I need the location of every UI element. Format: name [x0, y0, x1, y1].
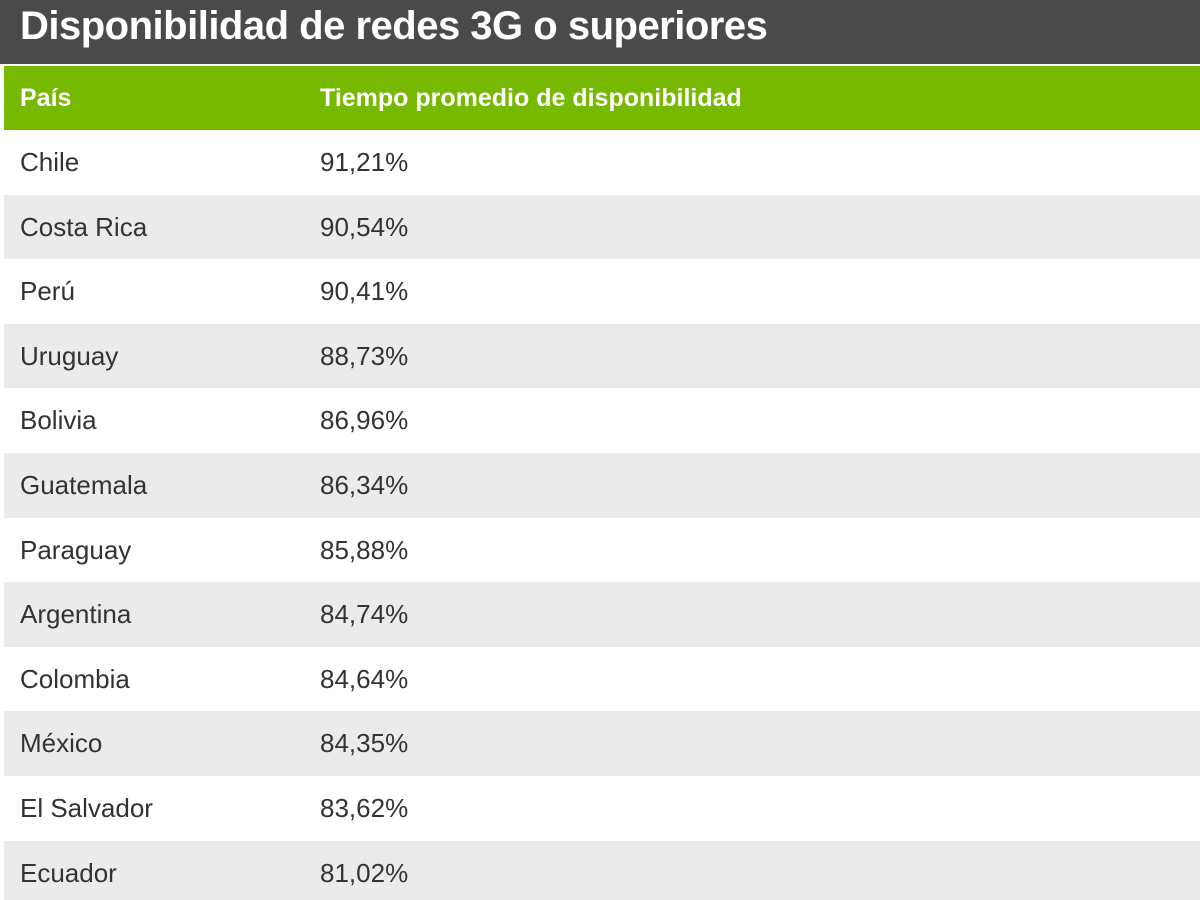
table-title: Disponibilidad de redes 3G o superiores [20, 4, 768, 48]
cell-availability: 85,88% [320, 534, 409, 565]
cell-country: Uruguay [20, 340, 119, 371]
cell-availability: 84,74% [320, 599, 409, 630]
data-table: País Tiempo promedio de disponibilidad C… [4, 66, 1200, 900]
cell-country: Perú [20, 276, 75, 307]
cell-availability: 88,73% [320, 340, 409, 371]
cell-country: Chile [20, 147, 80, 177]
cell-availability: 86,34% [320, 469, 409, 500]
table-row: Perú 90,41% [4, 259, 1200, 324]
table-row: Paraguay 85,88% [4, 517, 1200, 583]
cell-country: Colombia [20, 663, 130, 694]
table-row: Costa Rica 90,54% [4, 194, 1200, 260]
cell-country: Ecuador [20, 857, 117, 888]
cell-availability: 84,64% [320, 663, 409, 694]
table-body: Chile 91,21% Costa Rica 90,54% Perú 90,41% Uru… [4, 130, 1200, 900]
table-row: El Salvador 83,62% [4, 775, 1200, 841]
title-bar: Disponibilidad de redes 3G o superiores [0, 0, 1200, 64]
cell-availability: 86,96% [320, 405, 409, 436]
cell-availability: 90,54% [320, 211, 409, 242]
table-row: Colombia 84,64% [4, 646, 1200, 712]
cell-availability: 91,21% [320, 147, 409, 177]
cell-availability: 90,41% [320, 276, 409, 307]
cell-availability: 84,35% [320, 728, 409, 759]
table-row: Ecuador 81,02% [4, 840, 1200, 900]
cell-country: Bolivia [20, 405, 97, 436]
cell-availability: 83,62% [320, 792, 409, 823]
cell-country: Argentina [20, 599, 132, 630]
header-country: País [20, 84, 72, 112]
table-header-row: País Tiempo promedio de disponibilidad [4, 66, 1200, 130]
table-row: Argentina 84,74% [4, 582, 1200, 647]
cell-country: Guatemala [20, 469, 148, 500]
table-row: Uruguay 88,73% [4, 323, 1200, 389]
cell-country: México [20, 728, 103, 759]
table-row: Chile 91,21% [4, 130, 1200, 195]
cell-country: Costa Rica [20, 211, 148, 242]
table-row: México 84,35% [4, 711, 1200, 776]
table-row: Guatemala 86,34% [4, 452, 1200, 518]
cell-country: Paraguay [20, 534, 132, 565]
header-availability: Tiempo promedio de disponibilidad [320, 84, 742, 112]
cell-country: El Salvador [20, 792, 153, 823]
cell-availability: 81,02% [320, 857, 409, 888]
table-row: Bolivia 86,96% [4, 388, 1200, 453]
